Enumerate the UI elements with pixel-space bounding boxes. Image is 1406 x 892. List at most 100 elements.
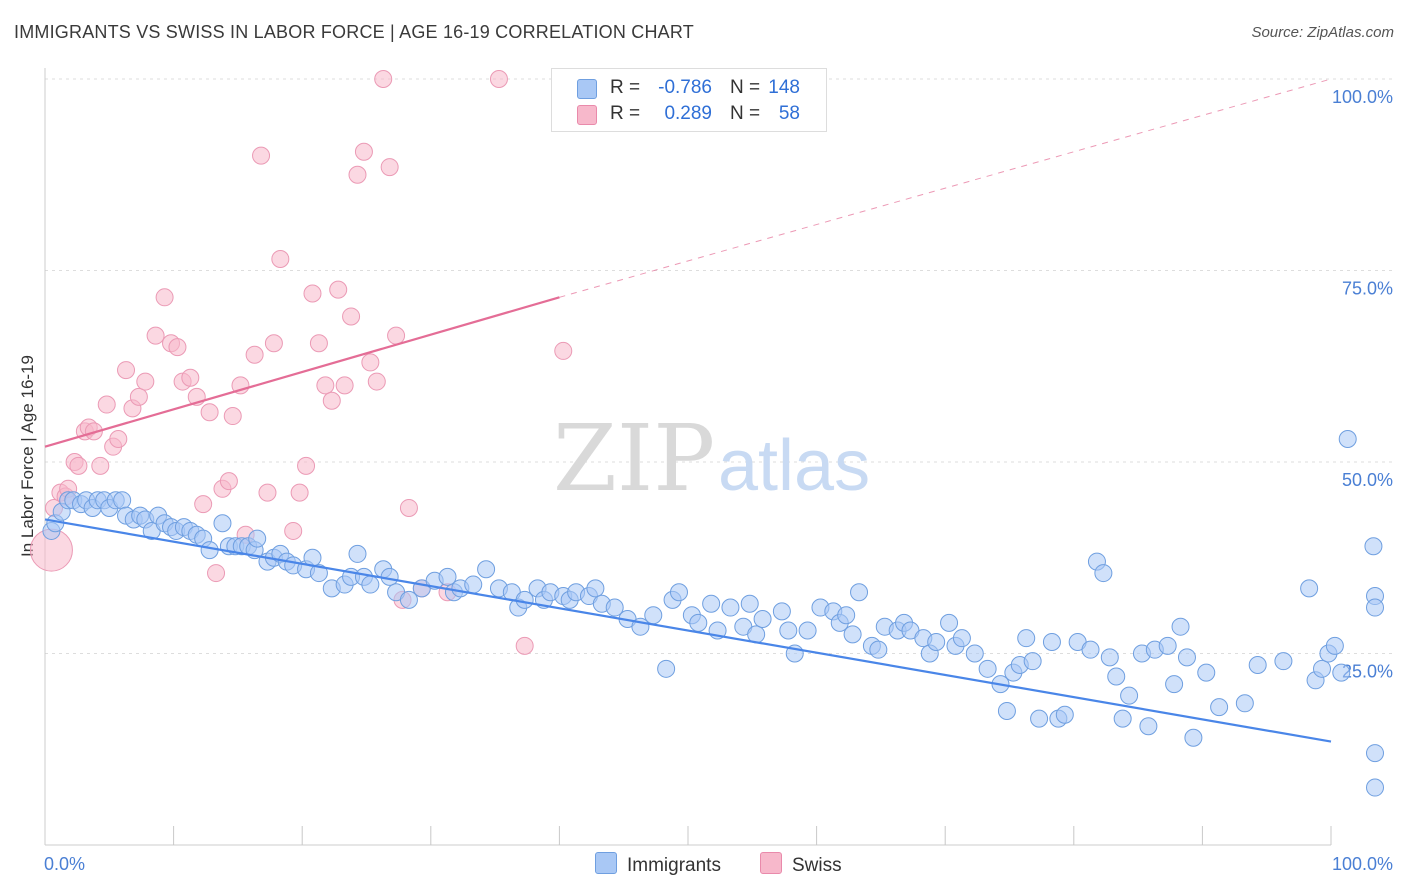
immigrants-point: [1023, 652, 1042, 671]
swiss-point: [146, 326, 165, 345]
swiss-point: [223, 407, 242, 426]
stats-r-value: 0.289: [664, 103, 712, 124]
immigrants-point: [927, 633, 946, 652]
immigrants-point: [721, 598, 740, 617]
y-tick-label: 100.0%: [1332, 87, 1393, 107]
legend-label-swiss: Swiss: [792, 855, 842, 876]
swiss-point: [335, 376, 354, 395]
immigrants-point: [1094, 564, 1113, 583]
y-tick-label: 25.0%: [1342, 662, 1393, 682]
immigrants-point: [399, 590, 418, 609]
watermark: ZIP atlas: [553, 405, 870, 512]
swiss-point: [258, 483, 277, 502]
swiss-point: [271, 250, 290, 269]
immigrants-point: [1332, 663, 1351, 682]
immigrants-point: [1055, 705, 1074, 724]
y-tick-labels: 25.0% 50.0% 75.0% 100.0%: [1332, 87, 1393, 682]
x-ticks: [173, 826, 1332, 845]
immigrants-point: [438, 567, 457, 586]
swiss-point: [554, 341, 573, 360]
immigrants-point: [309, 564, 328, 583]
immigrants-point: [644, 606, 663, 625]
swiss-point: [399, 498, 418, 517]
immigrants-point: [605, 598, 624, 617]
y-tick-label: 75.0%: [1342, 279, 1393, 299]
swiss-point: [219, 472, 238, 491]
immigrants-trend-line: [44, 518, 1332, 743]
chart-title: IMMIGRANTS VS SWISS IN LABOR FORCE | AGE…: [14, 22, 694, 42]
immigrants-point: [952, 629, 971, 648]
swiss-point: [181, 368, 200, 387]
immigrants-point: [1366, 778, 1384, 797]
legend-swatch-swiss: [760, 852, 782, 874]
immigrants-point: [753, 610, 772, 629]
swiss-point: [297, 456, 316, 475]
immigrants-point: [477, 560, 496, 579]
gridlines: [45, 78, 1393, 654]
immigrants-point: [1235, 694, 1254, 713]
legend-item-swiss: Swiss: [760, 852, 842, 877]
swiss-point: [252, 146, 271, 165]
immigrants-point: [1171, 617, 1190, 636]
immigrants-point: [1107, 667, 1126, 686]
swiss-point: [380, 158, 399, 177]
swiss-point: [194, 495, 213, 514]
immigrants-point: [978, 659, 997, 678]
immigrants-point: [1177, 648, 1196, 667]
legend-swatch-immigrants: [595, 852, 617, 874]
immigrants-point: [1184, 728, 1203, 747]
swiss-point: [264, 334, 283, 353]
immigrants-point: [1139, 717, 1158, 736]
immigrants-point: [586, 579, 605, 598]
immigrants-point: [740, 594, 759, 613]
swiss-point: [303, 284, 322, 303]
swiss-point: [168, 338, 187, 357]
immigrants-point: [1312, 659, 1331, 678]
immigrants-point: [1300, 579, 1319, 598]
swiss-point: [329, 280, 348, 299]
swiss-point: [374, 70, 393, 88]
swiss-point: [155, 288, 174, 307]
x-tick-label-max: 100.0%: [1332, 854, 1393, 874]
immigrants-point: [1338, 430, 1357, 449]
watermark-zip: ZIP: [553, 405, 715, 512]
immigrants-point: [248, 529, 267, 548]
immigrants-point: [869, 640, 888, 659]
swiss-point: [387, 326, 406, 345]
immigrants-point: [689, 613, 708, 632]
immigrants-point: [1017, 629, 1036, 648]
immigrants-point: [1158, 636, 1177, 655]
immigrants-point: [772, 602, 791, 621]
swiss-point: [69, 456, 88, 475]
swiss-point: [290, 483, 309, 502]
immigrants-point: [940, 613, 959, 632]
stats-row-immigrants: R = -0.786 N = 148: [552, 75, 826, 101]
stats-r-label: R =: [610, 103, 641, 124]
legend-label-immigrants: Immigrants: [627, 855, 721, 876]
immigrants-point: [702, 594, 721, 613]
swiss-point: [322, 391, 341, 410]
immigrants-point: [1100, 648, 1119, 667]
swiss-point: [109, 430, 128, 449]
immigrants-point: [1113, 709, 1132, 728]
immigrants-point: [798, 621, 817, 640]
swiss-point: [515, 636, 534, 655]
swiss-point: [354, 142, 373, 161]
immigrants-point: [200, 541, 219, 560]
trend-lines: [44, 78, 1332, 743]
swiss-point: [117, 361, 136, 380]
swiss-trend-extension: [559, 78, 1332, 298]
swiss-point: [91, 456, 110, 475]
stats-box: R = -0.786 N = 148 R = 0.289 N = 58: [551, 68, 827, 132]
immigrants-point: [1210, 698, 1229, 717]
swiss-point: [361, 353, 380, 372]
immigrants-point: [779, 621, 798, 640]
swiss-point: [309, 334, 328, 353]
immigrants-point: [1366, 744, 1384, 763]
immigrants-point: [1042, 633, 1061, 652]
swiss-point: [207, 564, 226, 583]
immigrants-point: [361, 575, 380, 594]
immigrants-point: [997, 701, 1016, 720]
immigrants-point: [1165, 675, 1184, 694]
